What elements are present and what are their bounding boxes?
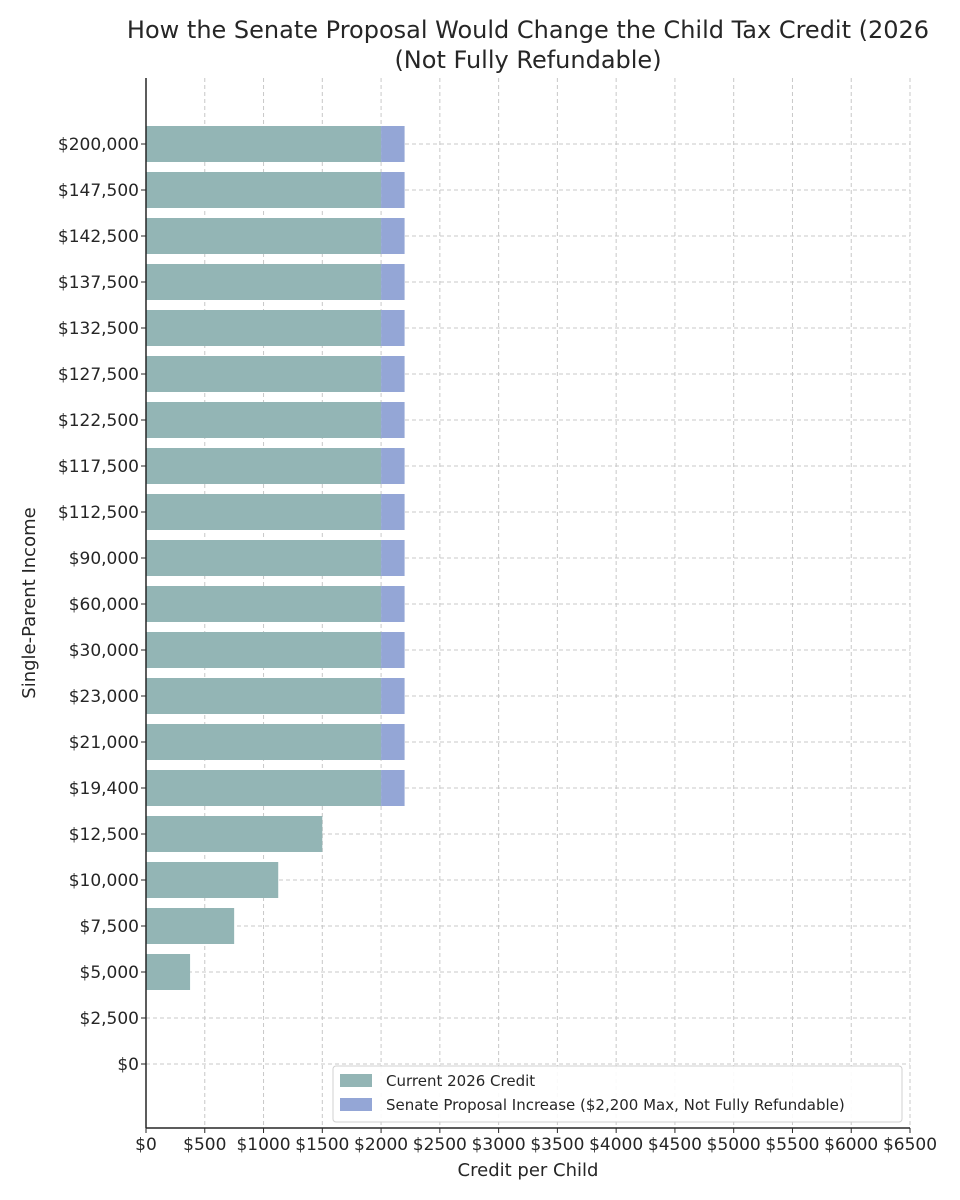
x-tick-label-3500: $3500 — [530, 1135, 584, 1155]
x-tick-label-2500: $2500 — [413, 1135, 467, 1155]
bar-senate-increase-122-500 — [381, 402, 405, 438]
y-tick-label-19-400: $19,400 — [69, 779, 139, 799]
bar-current-5-000 — [146, 954, 191, 990]
bar-current-23-000 — [146, 678, 382, 714]
bar-senate-increase-127-500 — [381, 356, 405, 392]
x-tick-label-4500: $4500 — [648, 1135, 702, 1155]
y-tick-label-137-500: $137,500 — [58, 273, 139, 293]
x-tick-label-6500: $6500 — [883, 1135, 937, 1155]
bar-current-142-500 — [146, 218, 382, 254]
bar-senate-increase-117-500 — [381, 448, 405, 484]
y-tick-label-30-000: $30,000 — [69, 641, 139, 661]
bar-current-122-500 — [146, 402, 382, 438]
bar-senate-increase-19-400 — [381, 770, 405, 806]
bar-senate-increase-200-000 — [381, 126, 405, 162]
bar-current-60-000 — [146, 586, 382, 622]
y-tick-label-5-000: $5,000 — [80, 963, 139, 983]
y-tick-label-60-000: $60,000 — [69, 595, 139, 615]
x-tick-label-3000: $3000 — [472, 1135, 526, 1155]
y-tick-label-200-000: $200,000 — [58, 135, 139, 155]
bars — [146, 126, 405, 990]
bar-current-7-500 — [146, 908, 235, 944]
y-axis-label: Single-Parent Income — [19, 507, 40, 698]
bar-current-21-000 — [146, 724, 382, 760]
bar-current-30-000 — [146, 632, 382, 668]
bar-senate-increase-112-500 — [381, 494, 405, 530]
y-tick-label-122-500: $122,500 — [58, 411, 139, 431]
x-tick-label-1500: $1500 — [295, 1135, 349, 1155]
y-tick-label-112-500: $112,500 — [58, 503, 139, 523]
bar-current-147-500 — [146, 172, 382, 208]
legend-box — [332, 1065, 903, 1123]
y-tick-label-10-000: $10,000 — [69, 871, 139, 891]
bar-senate-increase-90-000 — [381, 540, 405, 576]
legend-label-senate: Senate Proposal Increase ($2,200 Max, No… — [386, 1096, 845, 1114]
legend: Current 2026 Credit Senate Proposal Incr… — [332, 1065, 903, 1123]
bar-current-90-000 — [146, 540, 382, 576]
bar-senate-increase-30-000 — [381, 632, 405, 668]
bar-current-10-000 — [146, 862, 279, 898]
bar-senate-increase-60-000 — [381, 586, 405, 622]
bar-current-19-400 — [146, 770, 382, 806]
x-tick-label-5500: $5500 — [765, 1135, 819, 1155]
x-axis-label: Credit per Child — [458, 1160, 599, 1181]
x-tick-label-4000: $4000 — [589, 1135, 643, 1155]
y-tick-label-132-500: $132,500 — [58, 319, 139, 339]
bar-current-137-500 — [146, 264, 382, 300]
bar-current-132-500 — [146, 310, 382, 346]
x-tick-label-6000: $6000 — [824, 1135, 878, 1155]
y-tick-label-23-000: $23,000 — [69, 687, 139, 707]
bar-current-112-500 — [146, 494, 382, 530]
bar-senate-increase-21-000 — [381, 724, 405, 760]
bar-senate-increase-142-500 — [381, 218, 405, 254]
chart-title-line-2: (Not Fully Refundable) — [394, 46, 661, 74]
bar-senate-increase-132-500 — [381, 310, 405, 346]
bar-senate-increase-23-000 — [381, 678, 405, 714]
y-tick-label-117-500: $117,500 — [58, 457, 139, 477]
bar-senate-increase-137-500 — [381, 264, 405, 300]
bar-current-12-500 — [146, 816, 323, 852]
x-tick-label-5000: $5000 — [707, 1135, 761, 1155]
legend-label-current: Current 2026 Credit — [386, 1072, 535, 1090]
x-tick-label-1000: $1000 — [236, 1135, 290, 1155]
legend-swatch-current — [340, 1074, 372, 1087]
legend-swatch-senate — [340, 1098, 372, 1111]
y-tick-label-90-000: $90,000 — [69, 549, 139, 569]
y-tick-label-127-500: $127,500 — [58, 365, 139, 385]
bar-senate-increase-147-500 — [381, 172, 405, 208]
x-tick-label-0: $0 — [135, 1135, 157, 1155]
y-tick-label-2-500: $2,500 — [80, 1009, 139, 1029]
bar-current-127-500 — [146, 356, 382, 392]
y-axis-ticks: $0 $2,500 $5,000 $7,500 $10,000 $12,500 $19,40… — [58, 135, 146, 1075]
bar-current-117-500 — [146, 448, 382, 484]
y-tick-label-0: $0 — [117, 1055, 139, 1075]
x-tick-label-500: $500 — [183, 1135, 226, 1155]
chart-title-line-1: How the Senate Proposal Would Change the… — [127, 16, 929, 44]
x-axis-ticks: $0 $500 $1000 $1500 $2000 $2500 $3000 $3500 $400… — [135, 1128, 937, 1155]
y-tick-label-147-500: $147,500 — [58, 181, 139, 201]
x-tick-label-2000: $2000 — [354, 1135, 408, 1155]
axes — [145, 78, 910, 1129]
y-tick-label-7-500: $7,500 — [80, 917, 139, 937]
y-tick-label-21-000: $21,000 — [69, 733, 139, 753]
y-tick-label-142-500: $142,500 — [58, 227, 139, 247]
bar-current-200-000 — [146, 126, 382, 162]
y-tick-label-12-500: $12,500 — [69, 825, 139, 845]
